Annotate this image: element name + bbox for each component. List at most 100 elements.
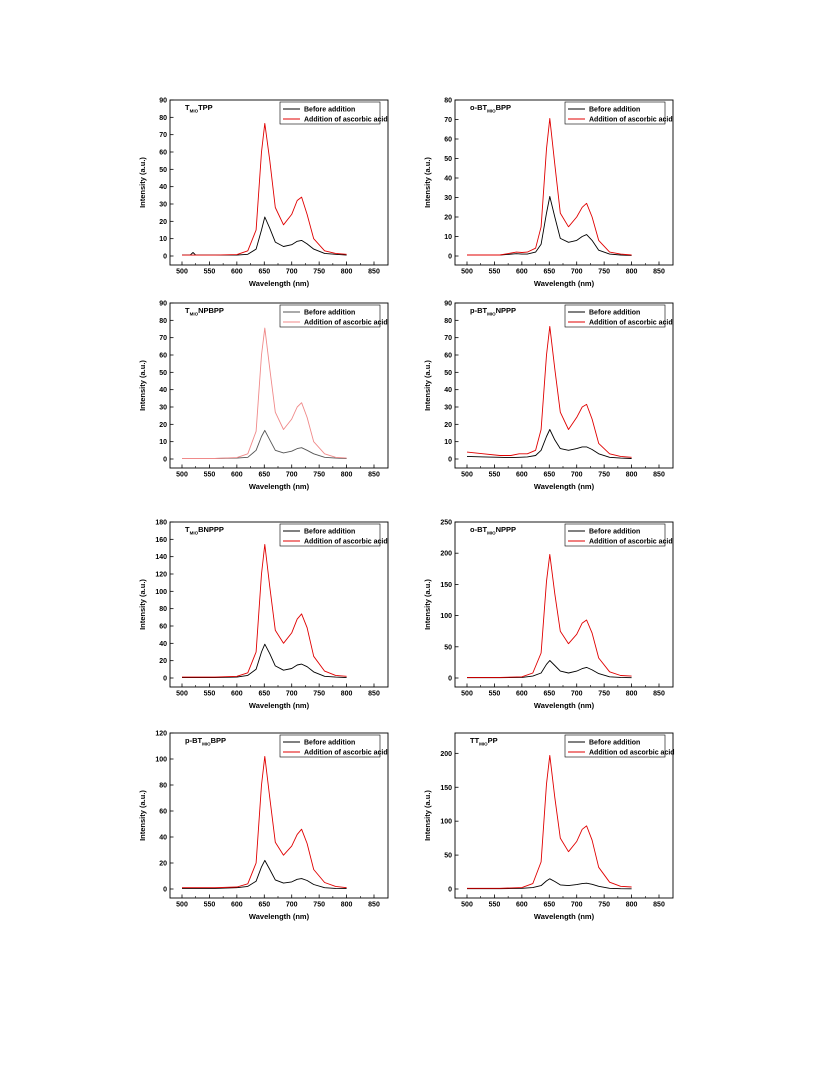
series-line-2 (182, 755, 347, 889)
y-tick-label: 90 (444, 301, 452, 308)
x-axis-label: Wavelength (nm) (249, 482, 310, 491)
x-tick-label: 600 (516, 902, 528, 909)
y-tick-label: 80 (159, 115, 167, 122)
series-line-2 (182, 544, 347, 678)
y-axis-label: Intensity (a.u.) (423, 790, 432, 841)
y-tick-label: 0 (448, 676, 452, 683)
legend-entry: Before addition (589, 529, 640, 536)
plot-frame (454, 302, 674, 469)
y-tick-label: 70 (444, 117, 452, 124)
chart-title: TMIOBNPPP (185, 525, 224, 536)
x-axis-label: Wavelength (nm) (534, 279, 595, 288)
chart-title-suffix: NPPP (496, 306, 516, 315)
x-tick-label: 500 (461, 269, 473, 276)
legend-entry: Addition of ascorbic acid (304, 539, 388, 546)
legend-entry: Addition of ascorbic acid (304, 750, 388, 757)
y-axis-label: Intensity (a.u.) (138, 579, 147, 630)
y-axis-label: Intensity (a.u.) (138, 790, 147, 841)
legend-box (564, 734, 666, 758)
chart-title: p-BTMIONPPP (470, 306, 516, 317)
x-tick-label: 550 (489, 902, 501, 909)
plot-frame (169, 521, 389, 688)
chart-panel-4: 500 550 600 650 700 750 800 850 0 10 20 30 40 50 60 70 8… (423, 301, 674, 491)
x-tick-label: 850 (368, 269, 380, 276)
x-tick-label: 650 (258, 269, 270, 276)
x-tick-label: 850 (653, 269, 665, 276)
x-tick-label: 650 (543, 691, 555, 698)
plot-frame (169, 732, 389, 899)
y-tick-label: 70 (444, 335, 452, 342)
chart-title-subscript: MIO (190, 531, 199, 536)
legend-entry: Before addition (304, 107, 355, 114)
y-tick-label: 20 (159, 658, 167, 665)
x-tick-label: 750 (313, 902, 325, 909)
x-tick-label: 750 (313, 472, 325, 479)
chart-title-prefix: T (185, 306, 190, 315)
chart-title-suffix: PP (488, 736, 498, 745)
chart-title-suffix: BPP (211, 736, 226, 745)
y-tick-label: 60 (444, 353, 452, 360)
y-axis-label: Intensity (a.u.) (423, 157, 432, 208)
y-tick-label: 70 (159, 335, 167, 342)
y-tick-label: 80 (159, 606, 167, 613)
legend-box (279, 304, 381, 328)
chart-title-subscript: MIO (479, 742, 488, 747)
legend-entry: Addition of ascorbic acid (304, 320, 388, 327)
y-tick-label: 40 (159, 387, 167, 394)
y-tick-label: 60 (444, 137, 452, 144)
y-tick-label: 0 (163, 457, 167, 464)
y-tick-label: 150 (440, 582, 452, 589)
chart-panel-6: 500 550 600 650 700 750 800 850 0 50 100 150 200 250 W… (423, 520, 674, 710)
legend-entry: Before addition (589, 740, 640, 747)
chart-title: o-BTMIONPPP (470, 525, 516, 536)
legend-entry: Addition of ascorbic acid (589, 117, 673, 124)
y-tick-label: 40 (159, 184, 167, 191)
chart-panel-7: 500 550 600 650 700 750 800 850 0 20 40 60 80 100 120 W… (138, 731, 389, 921)
series-line-1 (182, 429, 347, 459)
x-tick-label: 550 (204, 269, 216, 276)
y-tick-label: 0 (448, 457, 452, 464)
chart-title-suffix: BNPPP (198, 525, 224, 534)
chart-title-subscript: MIO (202, 742, 211, 747)
series-line-2 (467, 118, 632, 256)
chart-title-prefix: T (185, 525, 190, 534)
series-line-1 (182, 643, 347, 679)
series-line-1 (467, 196, 632, 256)
chart-title: TMIOTPP (185, 103, 213, 114)
x-tick-label: 600 (231, 472, 243, 479)
x-tick-label: 750 (313, 269, 325, 276)
x-tick-label: 700 (571, 472, 583, 479)
x-tick-label: 550 (204, 902, 216, 909)
y-tick-label: 100 (155, 589, 167, 596)
y-tick-label: 60 (159, 353, 167, 360)
x-tick-label: 800 (626, 691, 638, 698)
x-tick-label: 850 (653, 472, 665, 479)
x-tick-label: 750 (598, 902, 610, 909)
plot-frame (454, 732, 674, 899)
y-tick-label: 0 (448, 254, 452, 261)
x-tick-label: 700 (571, 902, 583, 909)
legend-entry: Addition of ascorbic acid (589, 539, 673, 546)
legend-box (564, 101, 666, 125)
series-line-2 (467, 553, 632, 678)
y-tick-label: 20 (159, 422, 167, 429)
x-tick-label: 850 (368, 472, 380, 479)
x-tick-label: 500 (461, 691, 473, 698)
y-tick-label: 90 (159, 301, 167, 308)
x-tick-label: 800 (626, 472, 638, 479)
x-tick-label: 650 (258, 691, 270, 698)
series-line-2 (467, 754, 632, 889)
x-tick-label: 550 (204, 472, 216, 479)
y-tick-label: 10 (159, 236, 167, 243)
legend-entry: Before addition (589, 310, 640, 317)
chart-title: TMIONPBPP (185, 306, 224, 317)
y-tick-label: 60 (159, 624, 167, 631)
y-tick-label: 0 (163, 254, 167, 261)
x-tick-label: 800 (626, 902, 638, 909)
y-tick-label: 200 (440, 551, 452, 558)
y-tick-label: 60 (159, 150, 167, 157)
y-tick-label: 140 (155, 554, 167, 561)
x-tick-label: 800 (341, 472, 353, 479)
y-tick-label: 80 (159, 318, 167, 325)
series-line-1 (467, 660, 632, 679)
